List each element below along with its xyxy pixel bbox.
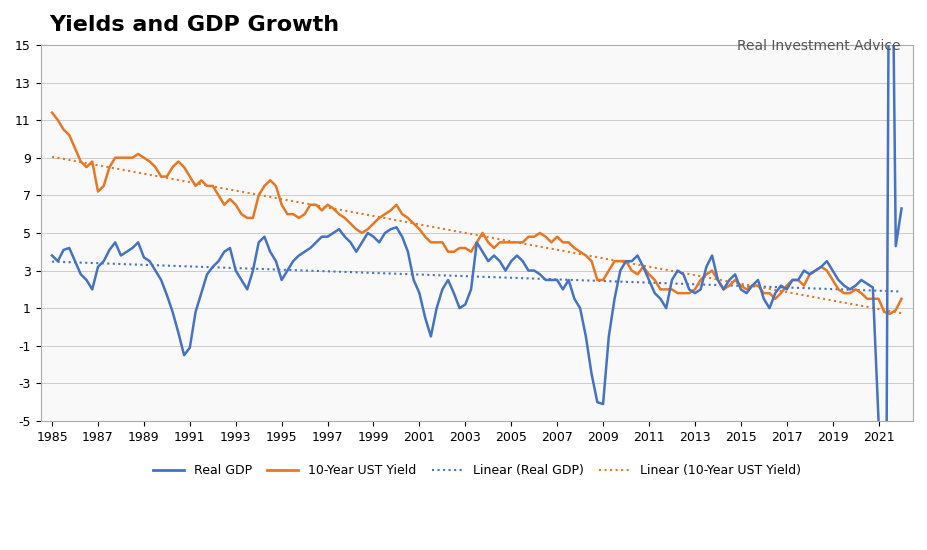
Text: Real Investment Advice: Real Investment Advice <box>736 39 899 52</box>
Text: Yields and GDP Growth: Yields and GDP Growth <box>49 15 339 35</box>
Legend: Real GDP, 10-Year UST Yield, Linear (Real GDP), Linear (10-Year UST Yield): Real GDP, 10-Year UST Yield, Linear (Rea… <box>147 459 805 482</box>
